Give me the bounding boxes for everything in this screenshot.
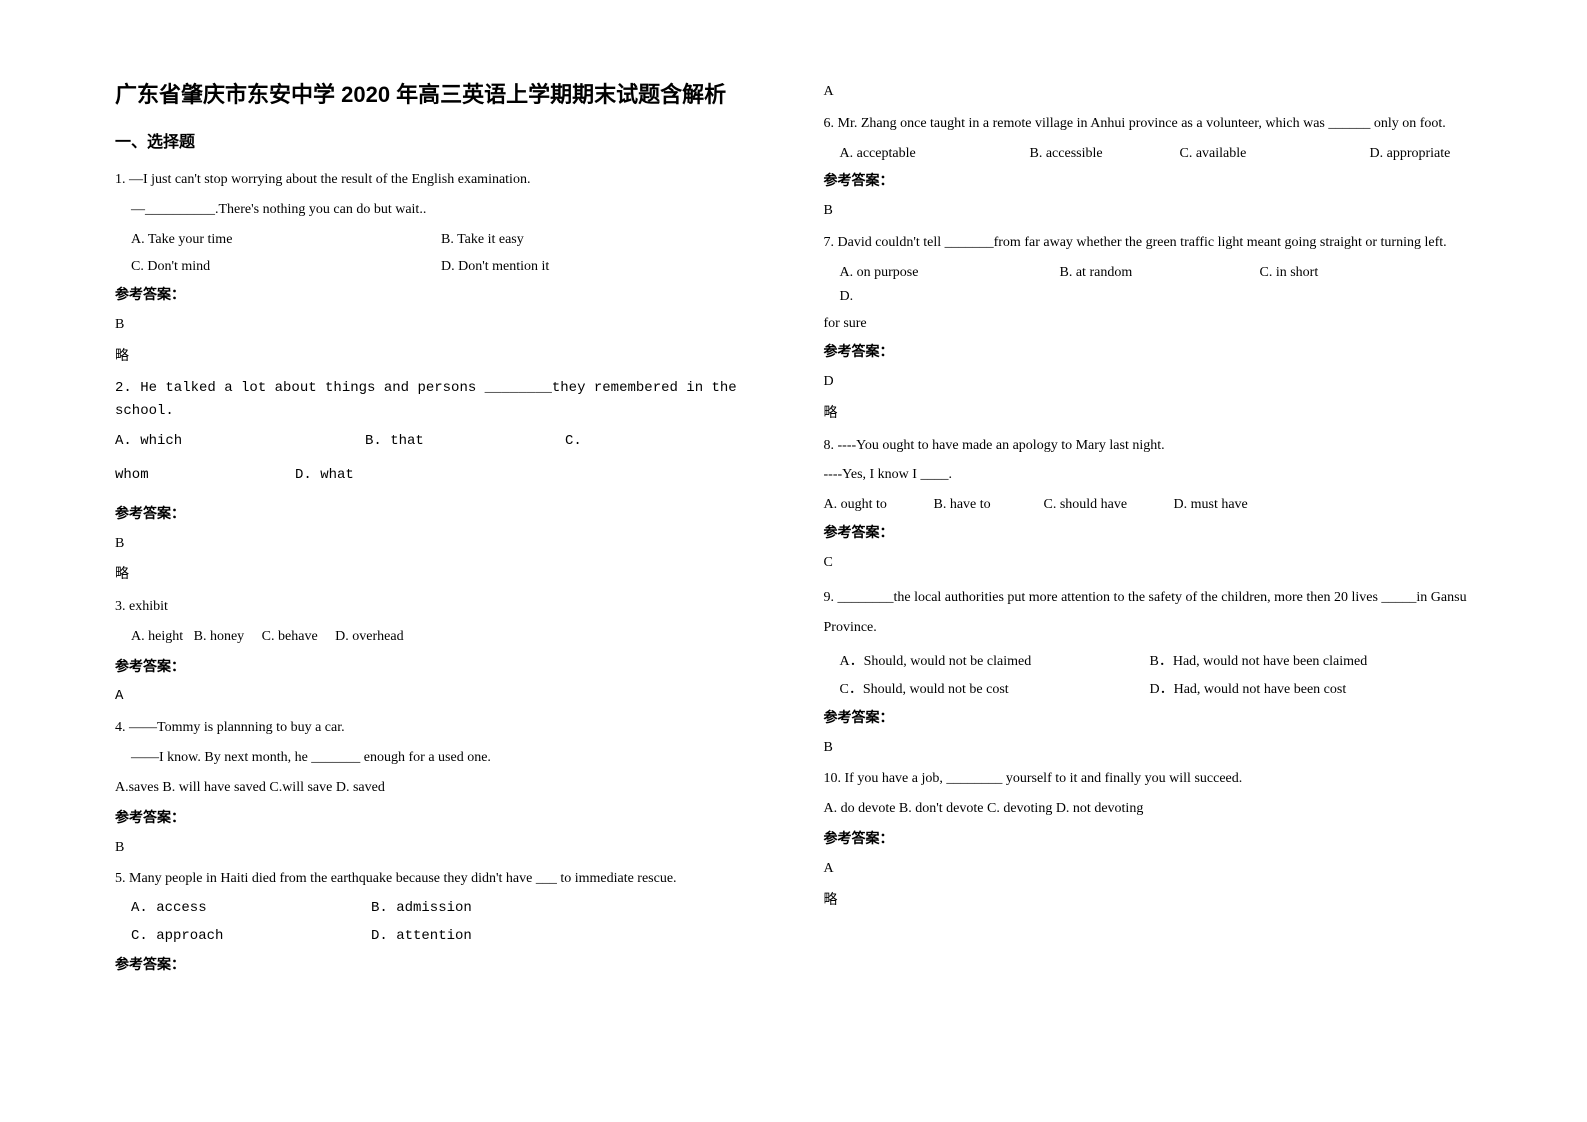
q1-opt-a: A. Take your time — [131, 228, 391, 252]
q4-stem1: 4. ——Tommy is plannning to buy a car. — [115, 716, 764, 740]
q9-opt-c: C．Should, would not be cost — [840, 678, 1150, 702]
q2-ans-label: 参考答案： — [115, 502, 764, 526]
q5-stem: 5. Many people in Haiti died from the ea… — [115, 867, 764, 891]
q6-opt-c: C. available — [1180, 142, 1370, 166]
q3-opts: A. height B. honey C. behave D. overhead — [115, 625, 764, 649]
q2-opts-row2: whom D. what — [115, 464, 764, 488]
q5-opt-b: B. admission — [371, 897, 472, 921]
q1-opt-c: C. Don't mind — [131, 255, 391, 279]
q1-note: 略 — [115, 345, 764, 369]
q4-opts: A.saves B. will have saved C.will save D… — [115, 776, 764, 800]
q6-opt-a: A. acceptable — [840, 142, 1030, 166]
q2-stem: 2. He talked a lot about things and pers… — [115, 377, 764, 425]
q10-note: 略 — [824, 889, 1473, 913]
q3-opt-b: B. honey — [194, 629, 245, 644]
q6-ans: B — [824, 199, 1473, 223]
q3-ans-label: 参考答案： — [115, 655, 764, 679]
q8-opt-a: A. ought to — [824, 493, 934, 517]
q6-opts: A. acceptable B. accessible C. available… — [824, 142, 1473, 166]
q5-opt-d: D. attention — [371, 925, 472, 949]
q5-ans: A — [824, 80, 1473, 104]
left-column: 广东省肇庆市东安中学 2020 年高三英语上学期期末试题含解析 一、选择题 1.… — [100, 80, 794, 1082]
q2-ans: B — [115, 532, 764, 556]
q1-opt-b: B. Take it easy — [441, 228, 524, 252]
q10-stem: 10. If you have a job, ________ yourself… — [824, 767, 1473, 791]
q8-opt-b: B. have to — [934, 493, 1044, 517]
q5-opts-row2: C. approach D. attention — [115, 925, 764, 949]
q6-opt-d: D. appropriate — [1370, 142, 1451, 166]
q5-ans-label: 参考答案： — [115, 953, 764, 977]
q4-ans: B — [115, 836, 764, 860]
q7-stem: 7. David couldn't tell _______from far a… — [824, 231, 1473, 255]
q1-ans: B — [115, 313, 764, 337]
q9-stem: 9. ________the local authorities put mor… — [824, 583, 1473, 645]
q7-opts: A. on purpose B. at random C. in short D… — [824, 261, 1473, 309]
q6-stem: 6. Mr. Zhang once taught in a remote vil… — [824, 112, 1473, 136]
q7-opt-a: A. on purpose — [840, 261, 1060, 285]
q2-opt-c: C. — [565, 430, 582, 454]
q9-ans-label: 参考答案： — [824, 706, 1473, 730]
q8-opts: A. ought to B. have to C. should have D.… — [824, 493, 1473, 517]
q2-opt-a: A. which — [115, 430, 365, 454]
q9-opt-d: D．Had, would not have been cost — [1150, 678, 1347, 702]
q4-ans-label: 参考答案： — [115, 806, 764, 830]
q9-opt-a: A．Should, would not be claimed — [840, 650, 1150, 674]
q6-ans-label: 参考答案： — [824, 169, 1473, 193]
q7-note: 略 — [824, 402, 1473, 426]
q9-opt-b: B．Had, would not have been claimed — [1150, 650, 1368, 674]
q2-opt-c2: whom — [115, 464, 295, 488]
q7-opt-b: B. at random — [1060, 261, 1260, 285]
q9-opts-row2: C．Should, would not be cost D．Had, would… — [824, 678, 1473, 702]
q7-ans: D — [824, 370, 1473, 394]
q5-opt-a: A. access — [131, 897, 371, 921]
q6-opt-b: B. accessible — [1030, 142, 1180, 166]
q2-note: 略 — [115, 563, 764, 587]
q2-opt-b: B. that — [365, 430, 565, 454]
q1-opts-row2: C. Don't mind D. Don't mention it — [115, 255, 764, 279]
q8-ans-label: 参考答案： — [824, 521, 1473, 545]
q4-stem2: ——I know. By next month, he _______ enou… — [115, 746, 764, 770]
page-title: 广东省肇庆市东安中学 2020 年高三英语上学期期末试题含解析 — [115, 80, 764, 111]
q3-stem: 3. exhibit — [115, 595, 764, 619]
q9-ans: B — [824, 736, 1473, 760]
q7-ans-label: 参考答案： — [824, 340, 1473, 364]
q5-opt-c: C. approach — [131, 925, 371, 949]
q8-stem1: 8. ----You ought to have made an apology… — [824, 434, 1473, 458]
q7-opt-c: C. in short — [1260, 261, 1460, 285]
q8-ans: C — [824, 551, 1473, 575]
q10-ans-label: 参考答案： — [824, 827, 1473, 851]
q5-opts-row1: A. access B. admission — [115, 897, 764, 921]
q1-stem2: —__________.There's nothing you can do b… — [115, 198, 764, 222]
q3-ans: A — [115, 685, 764, 709]
q2-opt-d: D. what — [295, 464, 354, 488]
q1-opt-d: D. Don't mention it — [441, 255, 549, 279]
q3-opt-d: D. overhead — [335, 629, 403, 644]
q1-ans-label: 参考答案： — [115, 283, 764, 307]
q8-stem2: ----Yes, I know I ____. — [824, 463, 1473, 487]
q9-opts-row1: A．Should, would not be claimed B．Had, wo… — [824, 650, 1473, 674]
q8-opt-c: C. should have — [1044, 493, 1174, 517]
q10-opts: A. do devote B. don't devote C. devoting… — [824, 797, 1473, 821]
q7-opt-d: D. — [840, 285, 854, 309]
q3-opt-c: C. behave — [262, 629, 318, 644]
section-heading: 一、选择题 — [115, 129, 764, 156]
q3-opt-a: A. height — [131, 629, 183, 644]
right-column: A 6. Mr. Zhang once taught in a remote v… — [794, 80, 1488, 1082]
q8-opt-d: D. must have — [1174, 493, 1248, 517]
q1-opts-row1: A. Take your time B. Take it easy — [115, 228, 764, 252]
q7-opt-d2: for sure — [824, 312, 1473, 336]
q2-opts-row1: A. which B. that C. — [115, 430, 764, 454]
q1-stem1: 1. —I just can't stop worrying about the… — [115, 168, 764, 192]
q10-ans: A — [824, 857, 1473, 881]
